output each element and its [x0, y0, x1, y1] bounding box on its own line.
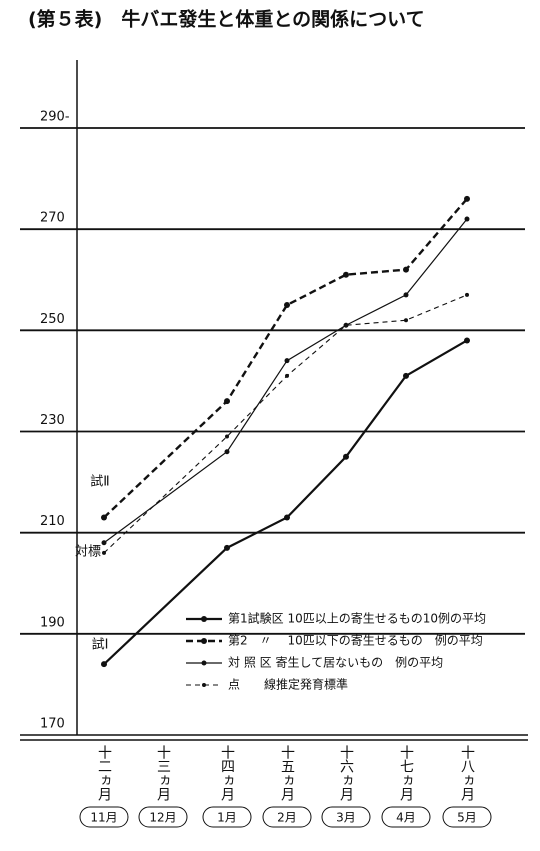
point — [224, 544, 230, 551]
point — [102, 550, 106, 555]
point — [284, 358, 290, 364]
point — [101, 540, 107, 546]
point — [344, 323, 348, 328]
month-box — [321, 806, 371, 828]
month-box — [79, 806, 129, 828]
point — [101, 514, 107, 521]
x-tick-label: 十七ヵ月 — [398, 745, 414, 802]
point — [284, 514, 290, 521]
month-label: 4月 — [396, 811, 416, 825]
chart-title: (第５表) 牛バエ發生と体重との関係について — [28, 8, 425, 31]
legend-label: 対 照 区 寄生して居ないもの 例の平均 — [228, 655, 443, 670]
x-tick-label: 十四ヵ月 — [219, 745, 235, 802]
x-tick-label: 十八ヵ月 — [459, 745, 475, 802]
point — [343, 271, 349, 278]
series-line — [103, 198, 468, 519]
point — [464, 337, 470, 344]
point — [224, 398, 230, 405]
y-tick-label: 290- — [40, 110, 70, 125]
month-box — [138, 806, 188, 828]
point — [403, 266, 409, 273]
x-tick-label: 十六ヵ月 — [338, 745, 354, 802]
point — [403, 372, 409, 379]
y-tick-label: 230 — [40, 413, 65, 428]
point — [285, 373, 289, 378]
point — [343, 453, 349, 460]
month-label: 3月 — [336, 811, 356, 825]
series-note: 対標 — [75, 545, 101, 560]
month-label: 5月 — [457, 811, 477, 825]
month-label: 11月 — [90, 811, 117, 825]
legend-swatch — [202, 683, 206, 687]
x-tick-label: 十五ヵ月 — [279, 745, 295, 802]
month-box — [262, 806, 312, 828]
point — [224, 449, 230, 455]
series-line — [103, 294, 468, 554]
y-tick-label: 270 — [40, 211, 65, 226]
y-tick-label: 170 — [40, 717, 65, 732]
legend-swatch — [201, 616, 207, 622]
point — [464, 195, 470, 202]
series-note: 試Ⅱ — [90, 474, 109, 490]
legend-label: 点 線推定発育標準 — [228, 677, 348, 692]
y-tick-label: 210 — [40, 514, 65, 529]
month-label: 12月 — [149, 811, 176, 825]
point — [404, 318, 408, 323]
point — [403, 292, 409, 298]
month-label: 1月 — [217, 811, 237, 825]
month-box — [442, 806, 492, 828]
point — [225, 434, 229, 439]
x-tick-label: 十二ヵ月 — [96, 745, 112, 802]
legend-swatch — [201, 660, 207, 666]
month-label: 2月 — [277, 811, 297, 825]
month-box — [381, 806, 431, 828]
point — [101, 661, 107, 668]
series-line — [103, 339, 468, 665]
legend-swatch — [201, 638, 207, 644]
series-line — [103, 218, 468, 544]
legend-label: 第2 〃 10匹以下の寄生せるもの 例の平均 — [228, 633, 483, 648]
y-tick-label: 250 — [40, 312, 65, 327]
x-tick-label: 十三ヵ月 — [155, 745, 171, 802]
point — [284, 302, 290, 309]
point — [465, 292, 469, 297]
series-note: 試Ⅰ — [92, 637, 109, 653]
legend-label: 第1試験区 10匹以上の寄生せるもの10例の平均 — [228, 611, 486, 626]
y-tick-label: 190 — [40, 615, 65, 630]
point — [464, 216, 470, 222]
month-box — [202, 806, 252, 828]
